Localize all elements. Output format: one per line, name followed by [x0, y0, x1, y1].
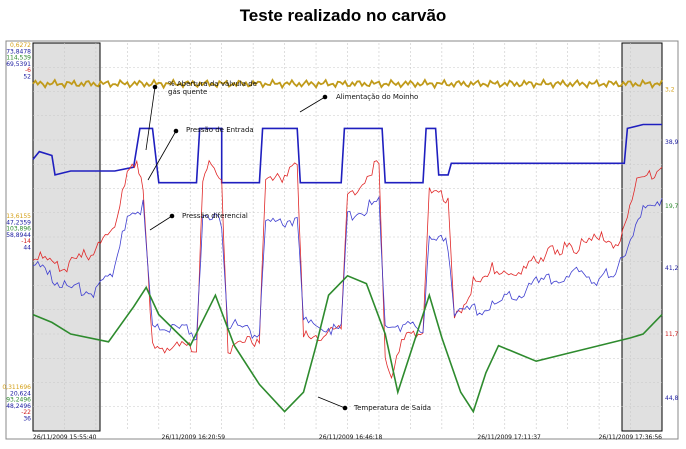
- left-axis-tick-label: 103,896: [6, 226, 31, 233]
- annotation-leader: [147, 130, 177, 181]
- annotation-dot: [173, 128, 179, 134]
- annotation-dot: [342, 405, 348, 411]
- annotation-label: gás quente: [168, 88, 207, 96]
- annotation-label: Alimentação do Moinho: [336, 93, 418, 101]
- x-axis-tick-label: 26/11/2009 15:55:40: [33, 434, 97, 441]
- annotation-label: Pressão diferencial: [182, 212, 248, 220]
- left-axis-tick-label: 73,8478: [6, 48, 31, 55]
- left-axis-tick-label: -14: [21, 238, 31, 245]
- left-axis-tick-label: -22: [21, 409, 31, 416]
- annotation-leader: [149, 215, 173, 231]
- annotation-leader: [299, 96, 326, 113]
- series-line: [32, 159, 663, 380]
- annotation-label: Pressão de Entrada: [186, 126, 254, 134]
- right-axis-tick-label: 3,2: [665, 87, 675, 94]
- grid: [33, 43, 662, 431]
- right-axis-tick-label: 11,7: [665, 331, 679, 338]
- right-axis-tick-label: 19,7: [665, 203, 679, 210]
- annotation-dot: [169, 213, 175, 219]
- annotation-dot: [322, 94, 328, 100]
- right-axis-tick-label: 38,9: [665, 139, 679, 146]
- x-axis-tick-label: 26/11/2009 16:20:59: [162, 434, 226, 441]
- x-axis-tick-label: 26/11/2009 16:46:18: [319, 434, 383, 441]
- left-axis-tick-label: 93,2496: [6, 397, 31, 404]
- left-axis-tick-label: 20,624: [10, 390, 31, 397]
- chart-frame: [5, 40, 679, 440]
- annotation-label: Temperatura de Saída: [353, 404, 431, 412]
- left-axis-tick-label: 48,2496: [6, 403, 31, 410]
- chart-title: Teste realizado no carvão: [239, 6, 447, 25]
- left-axis-tick-label: 47,2359: [6, 219, 31, 226]
- series-layer: [32, 78, 663, 414]
- left-axis-tick-label: 36: [23, 416, 31, 423]
- series-line: [32, 195, 663, 341]
- annotation-dot: [152, 84, 158, 90]
- left-axis-tick-label: 114,539: [6, 55, 31, 62]
- left-axis-tick-label: 44: [23, 245, 31, 252]
- left-axis-tick-label: -6: [25, 67, 31, 74]
- left-axis-tick-label: 13,6155: [6, 213, 31, 220]
- series-line: [32, 123, 662, 184]
- left-grey-region: [32, 42, 101, 432]
- left-axis-tick-label: 0,311696: [2, 384, 31, 391]
- annotation-label: % Abertura da válvula de: [168, 80, 257, 88]
- x-axis-tick-label: 26/11/2009 17:11:37: [477, 434, 541, 441]
- right-axis-tick-label: 44,8: [665, 395, 679, 402]
- left-axis-tick-label: 69,5391: [6, 61, 31, 68]
- right-axis-tick-label: 41,2: [665, 265, 679, 272]
- left-axis-tick-label: 58,8944: [6, 232, 31, 239]
- left-axis-tick-label: 52: [23, 74, 31, 81]
- series-line: [32, 78, 663, 90]
- annotation-leader: [317, 396, 346, 409]
- x-axis-tick-label: 26/11/2009 17:36:56: [599, 434, 663, 441]
- series-line: [32, 274, 663, 414]
- annotation-leader: [145, 86, 156, 151]
- left-axis-tick-label: 0,6272: [10, 42, 31, 49]
